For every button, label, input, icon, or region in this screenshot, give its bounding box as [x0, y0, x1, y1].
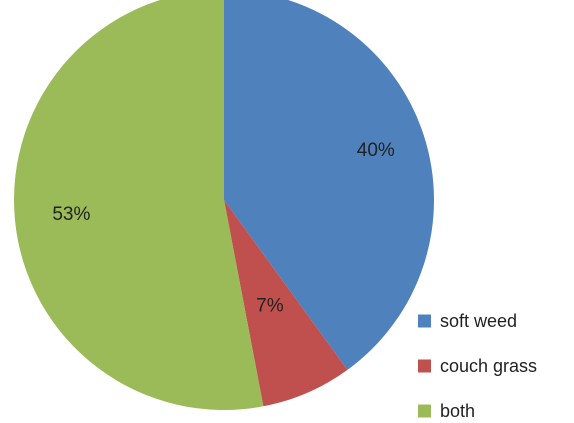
pie-slice-couch-grass — [224, 200, 348, 407]
pie-slices — [14, 0, 434, 410]
legend: soft weed couch grass both — [418, 311, 537, 421]
legend-swatch-couch-grass — [418, 359, 431, 373]
pie-slice-labels: 40% 7% 53% — [52, 140, 395, 316]
slice-label-both: 53% — [52, 204, 90, 225]
pie-slice-soft-weed — [224, 0, 434, 370]
slice-label-soft-weed: 40% — [357, 140, 395, 161]
legend-label-both: both — [440, 401, 475, 421]
pie-slice-both — [14, 0, 264, 410]
legend-swatch-soft-weed — [418, 314, 431, 328]
legend-label-soft-weed: soft weed — [440, 311, 517, 331]
slice-label-couch-grass: 7% — [256, 296, 284, 317]
legend-swatch-both — [418, 404, 431, 418]
legend-label-couch-grass: couch grass — [440, 356, 537, 376]
